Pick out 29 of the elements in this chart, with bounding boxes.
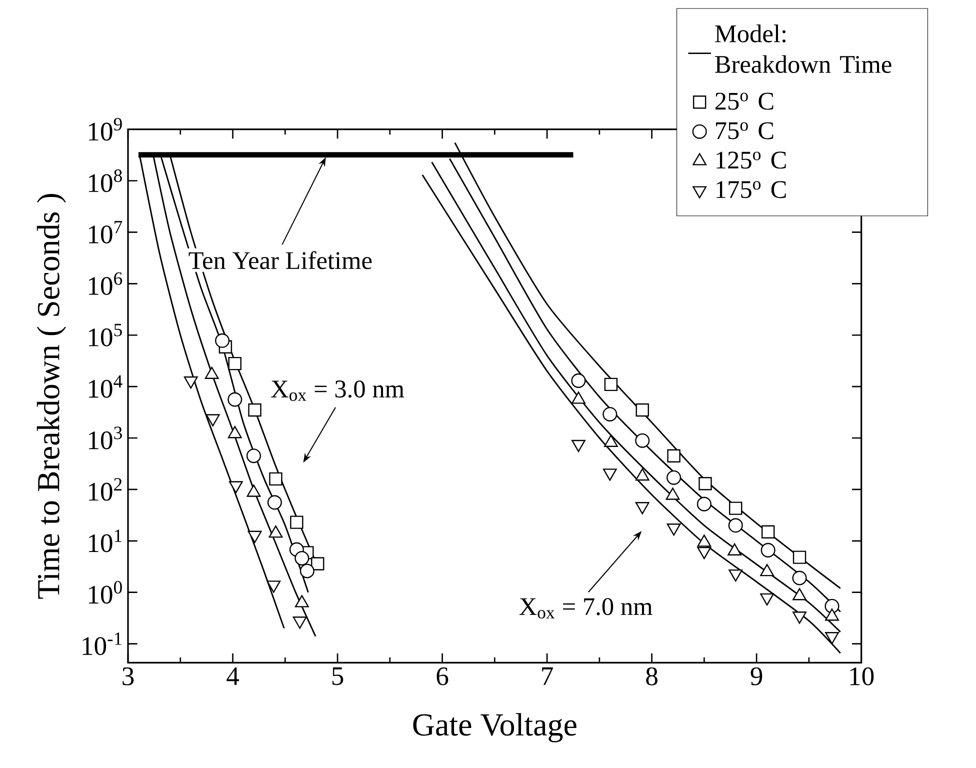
x-tick-label: 10 [850, 667, 874, 686]
x-tick-label: 3 [122, 667, 134, 686]
annotation: X$_{ox}$ = 7.0 nm [519, 598, 652, 619]
y-tick-label: 10$^{2}$ [88, 478, 122, 501]
y-tick-label: 10$^{-1}$ [82, 632, 122, 656]
x-tick-label: 4 [226, 667, 240, 685]
y-tick-label: 10$^{6}$ [88, 272, 122, 295]
x-tick-label: 9 [750, 667, 762, 686]
legend-label: 25$^{o}$ C [715, 92, 774, 110]
x-tick-label: 6 [436, 667, 448, 686]
legend-label: 75$^{o}$ C [716, 122, 774, 140]
y-tick-label: 10$^{0}$ [88, 580, 122, 604]
x-axis-title: Gate Voltage [413, 713, 576, 742]
y-tick-label: 10$^{8}$ [88, 169, 122, 192]
annotation: X$_{ox}$ = 3.0 nm [271, 380, 404, 401]
x-tick-label: 8 [646, 667, 658, 686]
y-tick-label: 10$^{3}$ [88, 426, 122, 450]
annotation: Ten Year Lifetime [188, 251, 372, 270]
y-axis-title: Time to Breakdown ( Seconds ) [36, 194, 66, 599]
x-tick-label: 7 [542, 667, 553, 685]
y-tick-label: 10$^{9}$ [88, 118, 122, 141]
x-tick-label: 5 [332, 667, 344, 686]
legend-label: 175$^{o}$ C [716, 181, 786, 198]
legend-label: Model: Breakdown Time [715, 24, 892, 74]
legend-label: 125$^{o}$ C [716, 152, 786, 169]
y-tick-label: 10$^{4}$ [88, 375, 122, 398]
y-tick-label: 10$^{1}$ [88, 530, 122, 552]
y-tick-label: 10$^{5}$ [88, 324, 122, 346]
y-tick-label: 10$^{7}$ [88, 220, 122, 244]
